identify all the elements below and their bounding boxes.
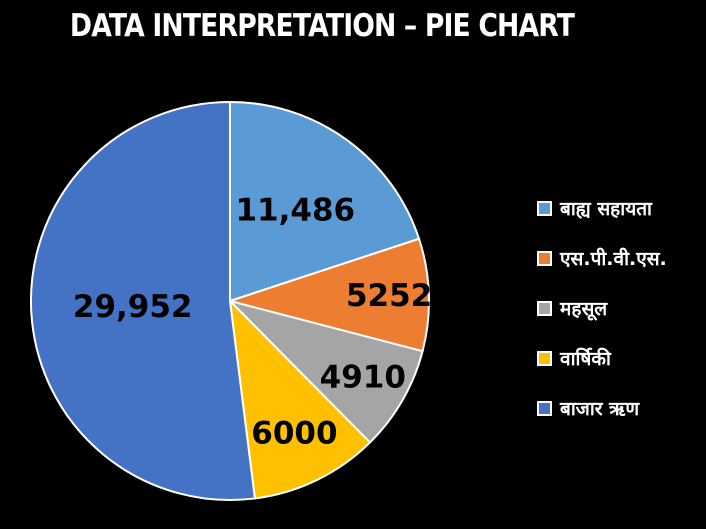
legend-label: महसूल	[560, 298, 608, 320]
legend-item: वार्षिकी	[537, 333, 667, 383]
legend-label: एस.पी.वी.एस.	[560, 248, 667, 270]
slice-value-label: 5252	[346, 278, 432, 314]
pie-slice	[229, 100, 421, 303]
slice-value-label: 4910	[320, 360, 406, 396]
legend-item: बाह्य सहायता	[537, 183, 667, 233]
chart-title: DATA INTERPRETATION – PIE CHART	[69, 8, 575, 44]
slice-value-label: 6000	[251, 415, 337, 451]
legend-swatch	[537, 200, 552, 216]
legend: बाह्य सहायता एस.पी.वी.एस. महसूल वार्षिकी…	[537, 183, 667, 433]
pie-slice	[29, 100, 257, 501]
legend-item: महसूल	[537, 283, 667, 333]
legend-item: बाजार ऋण	[537, 383, 667, 433]
pie-slice	[228, 298, 372, 500]
legend-swatch	[537, 300, 552, 316]
legend-label: वार्षिकी	[560, 348, 611, 370]
slice-value-label: 11,486	[235, 193, 355, 229]
legend-item: एस.पी.वी.एस.	[537, 233, 667, 283]
legend-swatch	[537, 400, 552, 416]
legend-swatch	[537, 350, 552, 366]
legend-label: बाह्य सहायता	[560, 198, 652, 220]
pie-slice	[226, 237, 430, 353]
legend-swatch	[537, 250, 552, 266]
pie-slice	[226, 299, 424, 444]
legend-label: बाजार ऋण	[560, 398, 640, 420]
slice-value-label: 29,952	[73, 289, 193, 325]
